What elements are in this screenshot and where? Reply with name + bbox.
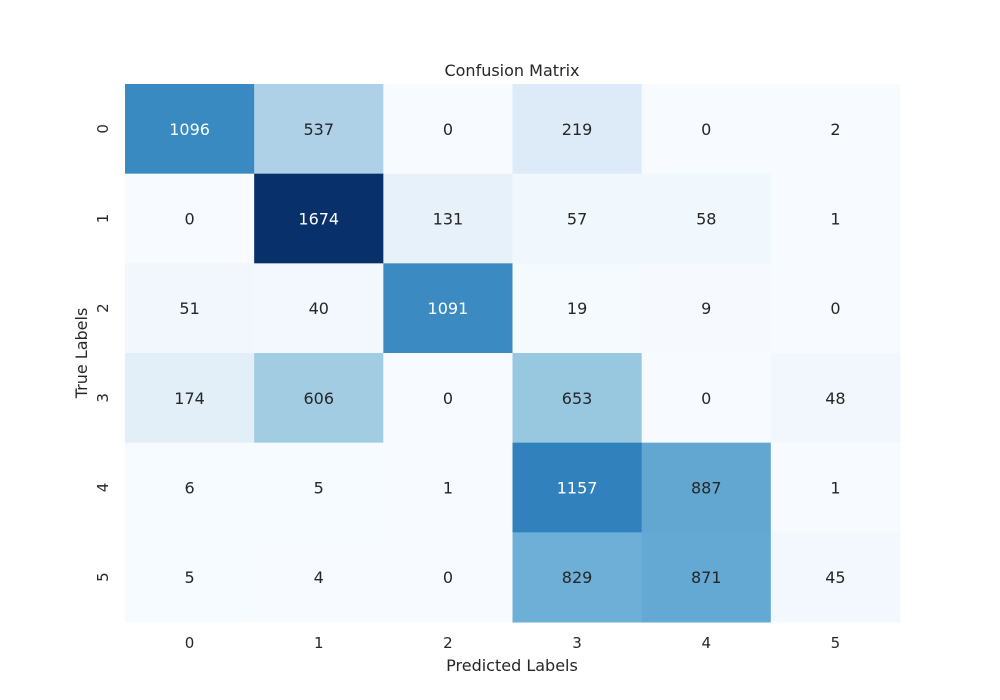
y-tick-label-1: 1 (94, 214, 112, 224)
cell-value-r5-c0: 5 (184, 568, 194, 587)
cell-value-r0-c1: 537 (303, 120, 334, 139)
cell-value-r0-c0: 1096 (169, 120, 210, 139)
heatmap-cell-r4-c3 (512, 442, 643, 533)
cell-value-r4-c1: 5 (314, 479, 324, 498)
cell-value-r5-c2: 0 (443, 568, 453, 587)
cell-value-r2-c5: 0 (830, 299, 840, 318)
cell-value-r4-c2: 1 (443, 479, 453, 498)
cell-value-r5-c1: 4 (314, 568, 324, 587)
heatmap-cell-r4-c4 (641, 442, 772, 533)
heatmap-cells (125, 84, 901, 623)
cell-value-r2-c0: 51 (179, 299, 199, 318)
cell-value-r0-c2: 0 (443, 120, 453, 139)
y-tick-label-0: 0 (94, 124, 112, 134)
cell-value-r2-c1: 40 (309, 299, 329, 318)
heatmap-cell-r4-c1 (254, 442, 384, 533)
heatmap-cell-r3-c4 (641, 353, 772, 444)
cell-value-r4-c3: 1157 (557, 479, 598, 498)
heatmap-cell-r0-c3 (512, 84, 643, 175)
heatmap-cell-r0-c5 (770, 84, 901, 175)
y-tick-label-4: 4 (94, 483, 112, 493)
heatmap-cell-r0-c0 (125, 84, 255, 175)
heatmap-cell-r3-c2 (383, 353, 513, 444)
heatmap-cell-r5-c2 (383, 532, 513, 623)
cell-value-r0-c5: 2 (830, 120, 840, 139)
cell-value-r3-c1: 606 (303, 389, 334, 408)
cell-value-r5-c4: 871 (691, 568, 722, 587)
heatmap-cell-r2-c1 (254, 263, 384, 354)
y-tick-label-2: 2 (94, 303, 112, 313)
cell-value-r4-c0: 6 (184, 479, 194, 498)
cell-value-r1-c5: 1 (830, 210, 840, 229)
heatmap-cell-r3-c3 (512, 353, 643, 444)
cell-value-r3-c2: 0 (443, 389, 453, 408)
y-tick-label-5: 5 (94, 572, 112, 582)
cell-value-r3-c0: 174 (174, 389, 205, 408)
y-axis-label: True Labels (72, 308, 91, 400)
heatmap-cell-r0-c4 (641, 84, 772, 175)
y-axis-ticks: 0 1 2 3 4 5 (94, 124, 112, 582)
cell-value-r2-c4: 9 (701, 299, 711, 318)
heatmap-cell-r3-c0 (125, 353, 255, 444)
heatmap-cell-r1-c0 (125, 173, 255, 264)
cell-value-r0-c4: 0 (701, 120, 711, 139)
cell-value-r2-c2: 1091 (428, 299, 469, 318)
cell-value-r1-c3: 57 (567, 210, 587, 229)
heatmap-cell-r4-c0 (125, 442, 255, 533)
cell-value-r3-c3: 653 (562, 389, 593, 408)
heatmap-cell-r5-c1 (254, 532, 384, 623)
heatmap-cell-r5-c0 (125, 532, 255, 623)
heatmap-cell-r2-c0 (125, 263, 255, 354)
x-tick-label-0: 0 (185, 634, 195, 652)
heatmap-cell-r1-c4 (641, 173, 772, 264)
cell-value-r1-c1: 1674 (298, 210, 339, 229)
heatmap-cell-r1-c1 (254, 173, 384, 264)
cell-value-r1-c4: 58 (696, 210, 716, 229)
heatmap-cell-r5-c4 (641, 532, 772, 623)
heatmap-cell-r3-c1 (254, 353, 384, 444)
x-tick-label-4: 4 (701, 634, 711, 652)
heatmap-cell-r1-c2 (383, 173, 513, 264)
cell-value-r2-c3: 19 (567, 299, 587, 318)
chart-title: Confusion Matrix (444, 61, 579, 80)
cell-value-r4-c5: 1 (830, 479, 840, 498)
cell-value-r5-c5: 45 (825, 568, 845, 587)
x-axis-ticks: 0 1 2 3 4 5 (185, 634, 840, 652)
heatmap-cell-r0-c2 (383, 84, 513, 175)
heatmap-cell-r2-c5 (770, 263, 901, 354)
heatmap-cell-r4-c5 (770, 442, 901, 533)
x-tick-label-3: 3 (572, 634, 582, 652)
x-tick-label-5: 5 (831, 634, 841, 652)
heatmap-cell-labels: 1096 537 0 219 0 20 1674 131 57 58 151 40 1091 19 9 017… (169, 120, 845, 587)
heatmap-cell-r5-c5 (770, 532, 901, 623)
heatmap-cell-r3-c5 (770, 353, 901, 444)
heatmap-cell-r4-c2 (383, 442, 513, 533)
cell-value-r1-c0: 0 (184, 210, 194, 229)
x-tick-label-1: 1 (314, 634, 324, 652)
x-axis-label: Predicted Labels (446, 656, 578, 675)
cell-value-r5-c3: 829 (562, 568, 593, 587)
cell-value-r3-c4: 0 (701, 389, 711, 408)
heatmap-cell-r0-c1 (254, 84, 384, 175)
y-tick-label-3: 3 (94, 393, 112, 403)
heatmap-cell-r2-c3 (512, 263, 643, 354)
heatmap-cell-r2-c4 (641, 263, 772, 354)
cell-value-r3-c5: 48 (825, 389, 845, 408)
heatmap-cell-r5-c3 (512, 532, 643, 623)
heatmap-cell-r1-c3 (512, 173, 643, 264)
cell-value-r0-c3: 219 (562, 120, 593, 139)
x-tick-label-2: 2 (443, 634, 453, 652)
cell-value-r1-c2: 131 (433, 210, 464, 229)
heatmap-cell-r1-c5 (770, 173, 901, 264)
heatmap-cell-r2-c2 (383, 263, 513, 354)
cell-value-r4-c4: 887 (691, 479, 722, 498)
